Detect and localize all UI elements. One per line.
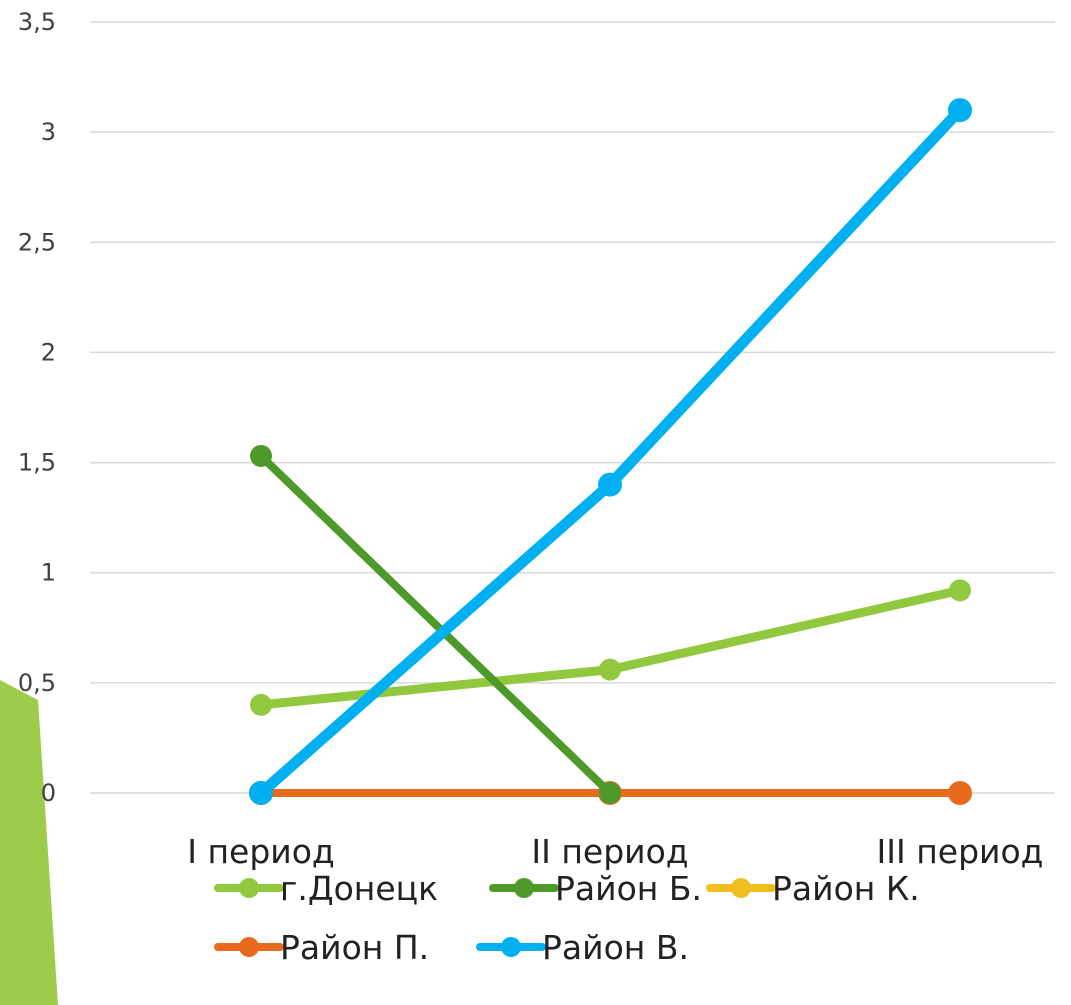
series-line	[257, 451, 614, 797]
y-tick-label: 1	[41, 559, 56, 587]
x-category-label: II период	[531, 832, 688, 871]
legend-swatch-marker	[514, 878, 534, 898]
data-point	[949, 579, 971, 602]
legend-entry: Район В.	[476, 928, 689, 967]
series-line	[256, 585, 965, 710]
data-point	[598, 472, 622, 497]
legend-entry: г.Донецк	[214, 869, 438, 908]
series-2	[250, 444, 621, 804]
data-point	[250, 693, 272, 716]
decorative-green-shape	[0, 680, 58, 1005]
legend-label: Район В.	[542, 928, 689, 967]
y-tick-label: 0,5	[18, 669, 56, 697]
x-category-label: III период	[877, 832, 1044, 871]
y-tick-label: 2	[41, 338, 56, 366]
y-tick-label: 3,5	[18, 8, 56, 36]
data-point	[249, 781, 273, 805]
data-point	[948, 781, 972, 805]
legend-label: Район К.	[772, 869, 920, 908]
data-point	[599, 782, 621, 804]
y-axis-ticks: 0 0,5 1 1,5 2 2,5 3 3,5	[18, 8, 56, 807]
legend-label: Район П.	[280, 928, 429, 967]
data-point	[599, 658, 621, 681]
legend-label: Район Б.	[555, 869, 702, 908]
y-tick-label: 3	[41, 118, 56, 146]
legend-entry: Район П.	[214, 928, 429, 967]
series-lines	[249, 98, 972, 805]
legend: г.Донецк Район Б. Район К. Район П. Район В.	[214, 869, 920, 967]
y-tick-label: 0	[41, 779, 56, 807]
legend-label: г.Донецк	[280, 869, 438, 908]
legend-swatch-marker	[239, 878, 259, 898]
gridlines	[90, 21, 1055, 794]
legend-swatch-marker	[731, 878, 751, 898]
y-tick-label: 1,5	[18, 449, 56, 477]
data-point	[948, 98, 972, 123]
legend-entry: Район К.	[706, 869, 920, 908]
legend-swatch-marker	[239, 937, 259, 957]
x-axis-categories: I период II период III период	[187, 832, 1043, 871]
data-point	[250, 444, 272, 467]
y-tick-label: 2,5	[18, 228, 56, 256]
series-1	[250, 579, 971, 716]
x-category-label: I период	[187, 832, 335, 871]
legend-swatch-marker	[501, 937, 521, 957]
legend-entry: Район Б.	[489, 869, 702, 908]
series-5	[249, 98, 972, 805]
